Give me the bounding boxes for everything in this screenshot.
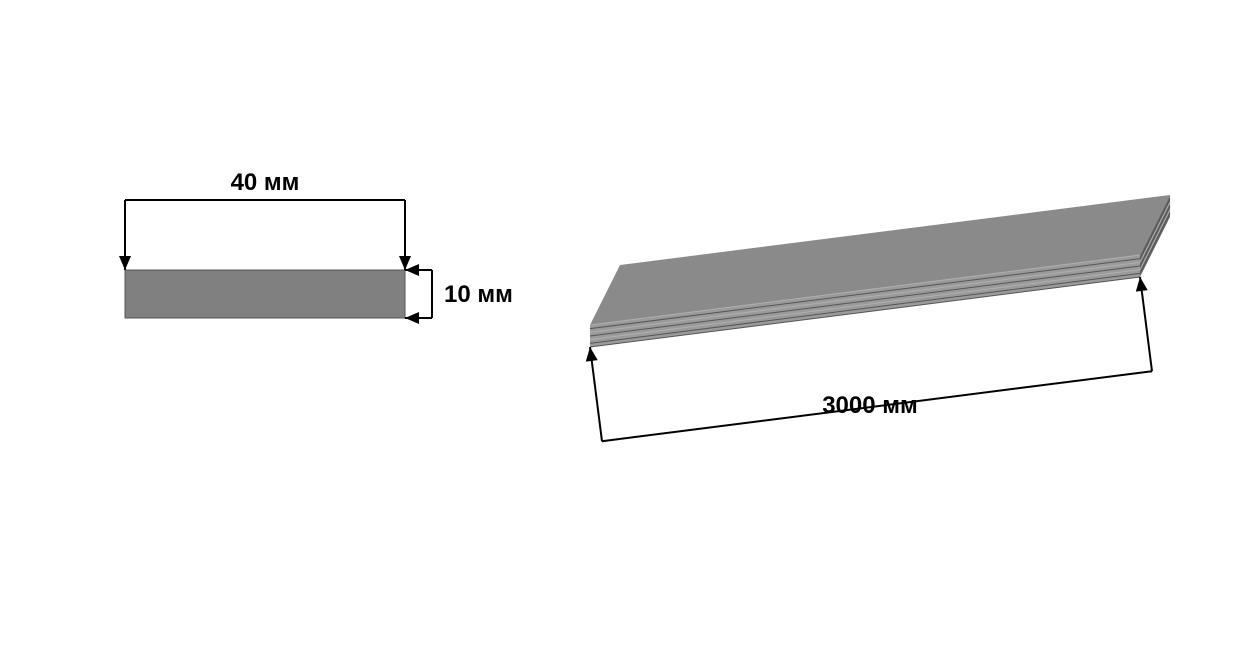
cross-section-rect xyxy=(125,270,405,318)
dim-label-width: 40 мм xyxy=(231,169,300,196)
dim-label-thickness: 10 мм xyxy=(444,281,513,308)
dim-label-length: 3000 мм xyxy=(822,392,918,419)
technical-drawing: 40 мм 10 мм 3000 мм xyxy=(0,0,1240,660)
